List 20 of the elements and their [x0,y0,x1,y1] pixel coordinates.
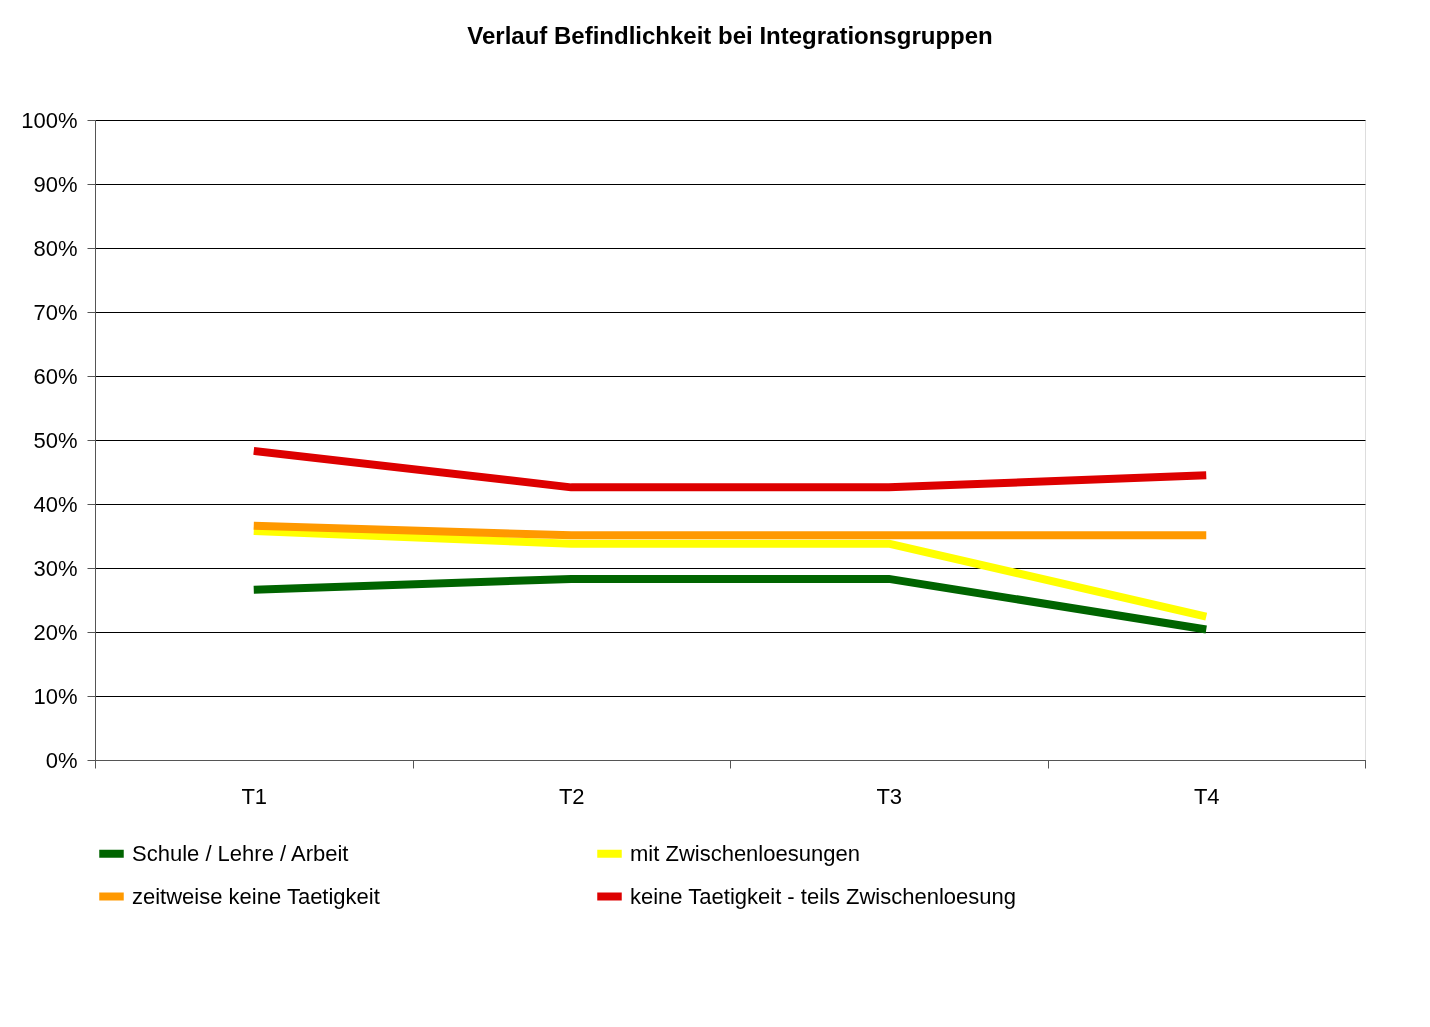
y-tick-label: 20% [33,619,78,645]
y-tick-label: 60% [33,363,78,389]
y-tick-label: 90% [33,171,78,197]
legend-label: mit Zwischenloesungen [630,840,860,866]
y-tick-label: 0% [45,747,78,773]
y-tick-label: 30% [33,555,78,581]
y-tick-label: 40% [33,491,78,517]
x-tick-label: T3 [876,783,903,809]
legend-label: zeitweise keine Taetigkeit [132,883,380,909]
x-tick-label: T1 [241,783,268,809]
y-tick-label: 70% [33,299,78,325]
x-tick-label: T2 [558,783,585,809]
y-tick-label: 10% [33,683,78,709]
chart-title: Verlauf Befindlichkeit bei Integrationsgruppen [467,22,993,49]
x-tick-label: T4 [1193,783,1220,809]
y-tick-label: 50% [33,427,78,453]
y-tick-label: 100% [21,107,78,133]
legend-label: Schule / Lehre / Arbeit [132,840,349,866]
y-tick-label: 80% [33,235,78,261]
legend-label: keine Taetigkeit - teils Zwischenloesung [630,883,1017,909]
